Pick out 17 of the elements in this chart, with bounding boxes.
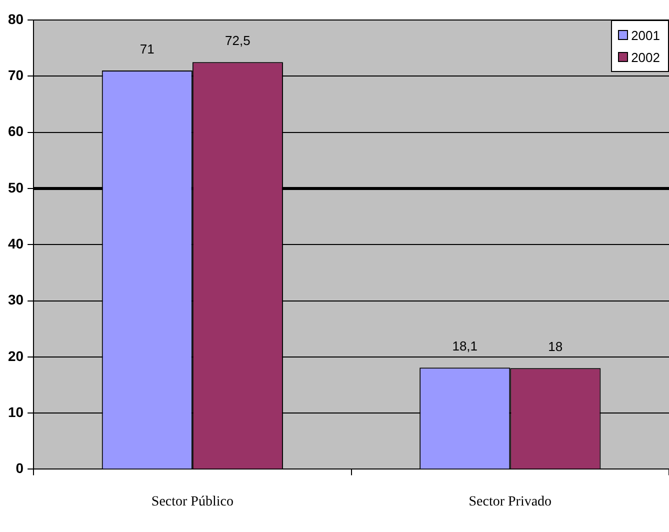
y-tick-label: 20 [8,348,24,364]
y-tick-label: 0 [16,460,24,476]
y-tick-label: 80 [8,10,24,27]
y-tick-label: 10 [8,404,24,420]
x-tick-label: Sector Privado [468,494,552,510]
y-tick-label: 30 [8,292,24,308]
x-tick-label: Sector Público [151,494,234,510]
data-label: 18 [548,339,563,354]
legend-label: 2001 [631,28,660,42]
data-label: 72,5 [225,33,250,48]
data-label: 71 [140,42,154,57]
y-tick-label: 60 [8,123,24,140]
y-tick-label: 70 [8,67,24,84]
y-tick-label: 40 [8,235,24,252]
data-label: 18,1 [452,338,478,354]
y-tick-label: 50 [8,179,24,196]
legend-label: 2002 [631,50,660,64]
